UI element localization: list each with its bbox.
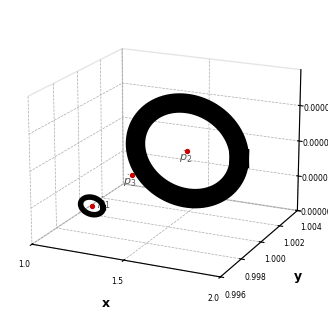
Y-axis label: y: y [294,270,301,283]
X-axis label: x: x [101,297,110,310]
